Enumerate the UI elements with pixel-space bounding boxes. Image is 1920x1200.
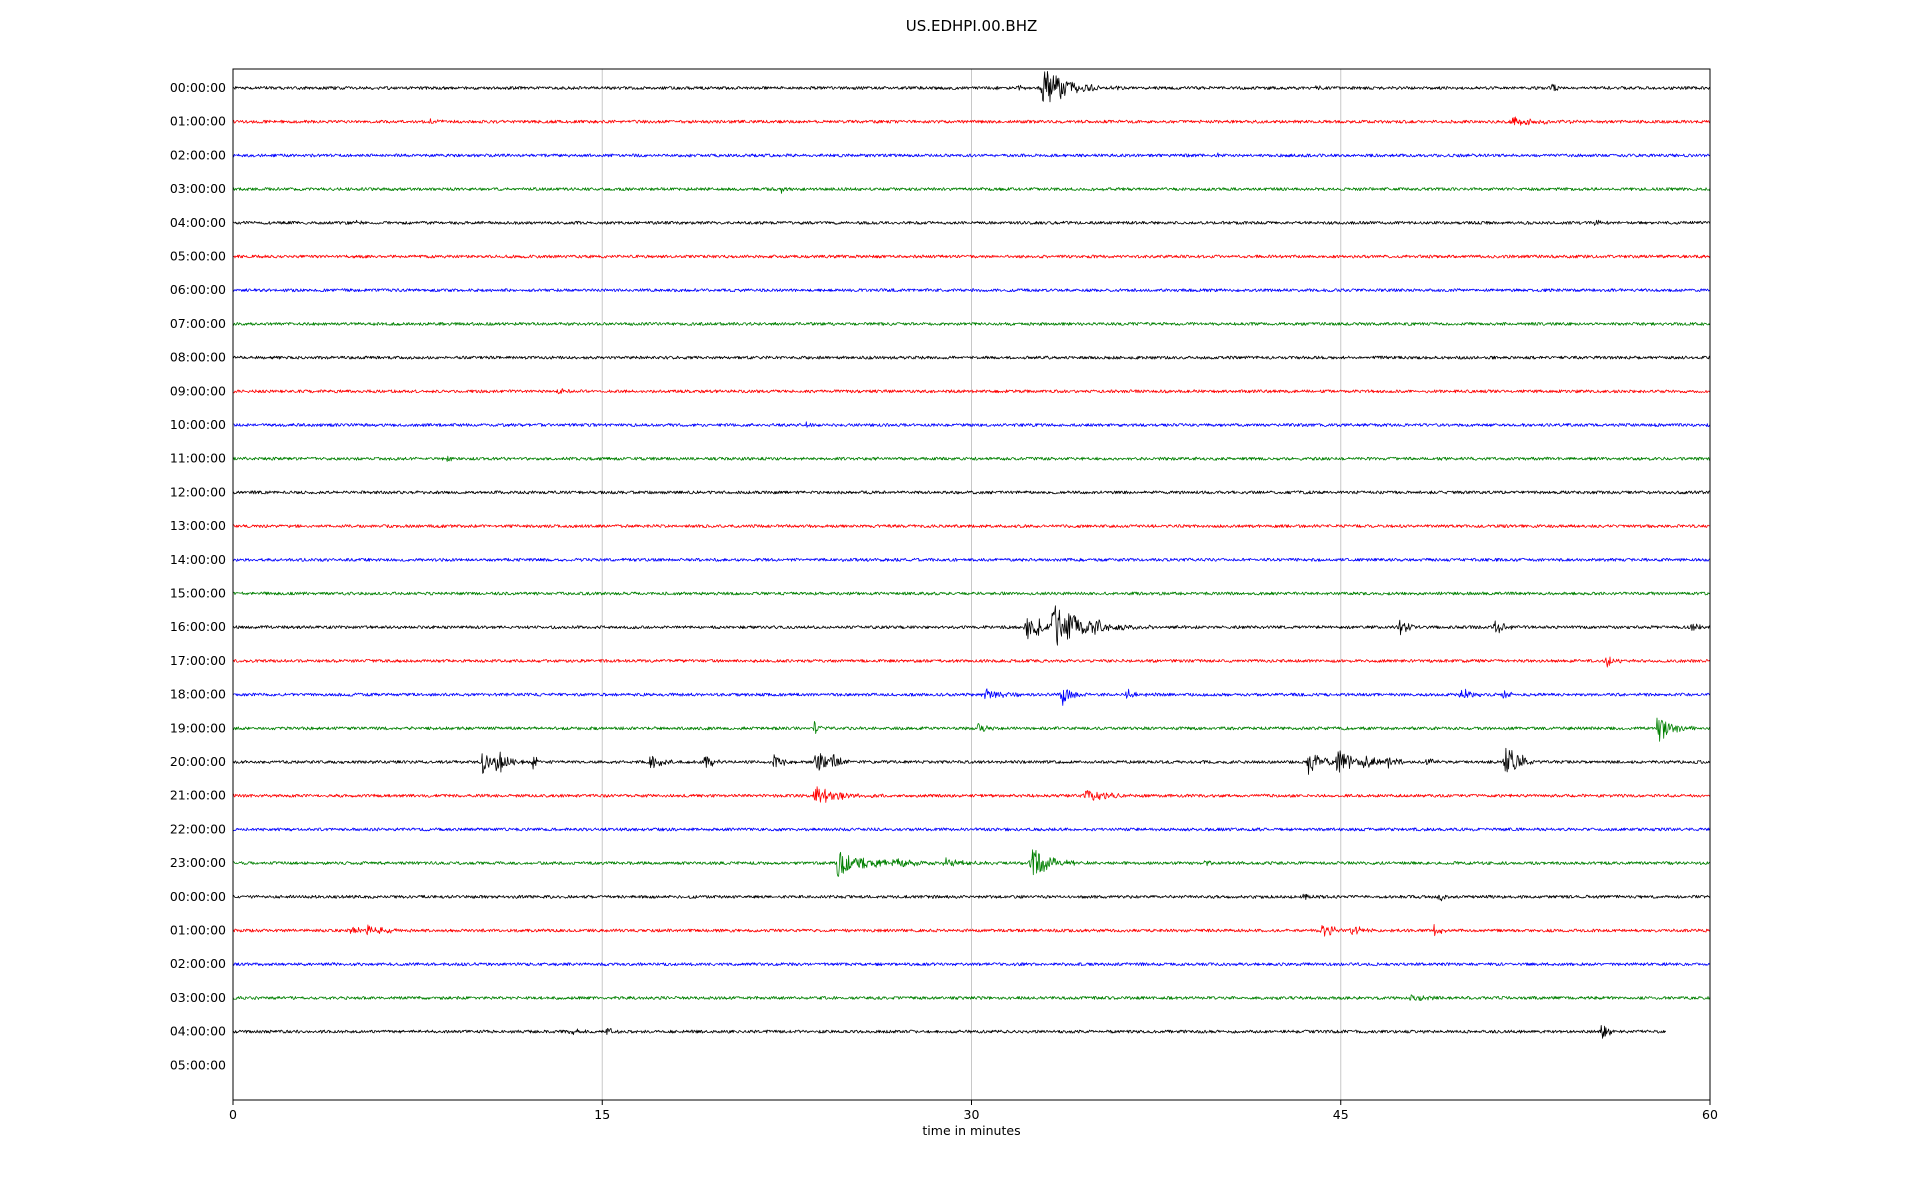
x-tick-label: 60 [1702,1107,1718,1122]
x-tick-label: 30 [964,1107,980,1122]
y-axis-label: 00:00:00 [170,889,226,904]
x-tick-label: 45 [1333,1107,1349,1122]
y-axis-label: 16:00:00 [170,619,226,634]
seismogram-trace [233,1025,1667,1039]
y-axis-label: 01:00:00 [170,923,226,938]
seismogram-trace [233,288,1710,293]
y-axis-label: 15:00:00 [170,586,226,601]
y-axis-label: 10:00:00 [170,417,226,432]
frame-layer [232,68,1711,1105]
seismogram-trace [233,490,1710,495]
y-axis-label: 09:00:00 [170,383,226,398]
seismogram-trace [233,321,1710,326]
seismogram-trace [233,717,1710,742]
seismogram-trace [233,591,1710,596]
seismogram-trace [233,187,1710,194]
x-tick-label: 0 [229,1107,237,1122]
y-axis-label: 06:00:00 [170,282,226,297]
y-axis-label: 23:00:00 [170,855,226,870]
y-axis-label: 03:00:00 [170,990,226,1005]
seismogram-trace [233,219,1710,226]
seismogram-trace [233,849,1710,877]
y-axis-label: 05:00:00 [170,249,226,264]
seismogram-trace [233,557,1710,562]
y-axis-label: 19:00:00 [170,720,226,735]
y-axis-label: 03:00:00 [170,181,226,196]
trace-layer [233,71,1710,1039]
seismogram-trace [233,994,1710,1001]
seismogram-trace [233,254,1710,259]
y-axis-label: 20:00:00 [170,754,226,769]
seismogram-trace [233,388,1710,395]
seismogram-trace [233,656,1710,668]
seismogram-trace [233,355,1710,360]
seismogram-trace [233,421,1710,428]
y-axis-label: 02:00:00 [170,147,226,162]
seismogram-trace [233,116,1710,126]
seismogram-trace [233,455,1710,462]
y-axis-label: 05:00:00 [170,1057,226,1072]
y-axis-label: 21:00:00 [170,788,226,803]
seismogram-trace [233,71,1710,103]
seismogram-trace [233,962,1710,967]
seismogram-trace [233,747,1710,775]
y-axis-label: 18:00:00 [170,687,226,702]
y-axis-label: 11:00:00 [170,451,226,466]
y-axis-label: 00:00:00 [170,80,226,95]
seismogram-trace [233,524,1710,528]
y-axis-label: 08:00:00 [170,350,226,365]
seismogram-trace [233,152,1710,158]
y-axis-label: 14:00:00 [170,552,226,567]
y-axis-label: 02:00:00 [170,956,226,971]
x-axis-title: time in minutes [922,1123,1020,1138]
y-axis-label: 04:00:00 [170,1024,226,1039]
seismogram-trace [233,605,1710,646]
grid-layer [601,69,1342,1100]
y-axis-label: 04:00:00 [170,215,226,230]
seismogram-trace [233,688,1710,706]
y-axis-label: 13:00:00 [170,518,226,533]
y-axis-label: 22:00:00 [170,821,226,836]
label-layer: 00:00:00 01:00:00 02:00:00 03:00:00 04:00:00… [170,80,1718,1138]
y-axis-label: 07:00:00 [170,316,226,331]
y-axis-label: 01:00:00 [170,114,226,129]
seismogram-trace [233,893,1710,902]
seismogram-trace [233,827,1710,832]
chart-title: US.EDHPI.00.BHZ [905,17,1038,35]
x-tick-label: 15 [594,1107,610,1122]
y-axis-label: 12:00:00 [170,484,226,499]
y-axis-label: 17:00:00 [170,653,226,668]
seismogram-trace [233,786,1710,803]
seismogram-trace [233,924,1710,937]
